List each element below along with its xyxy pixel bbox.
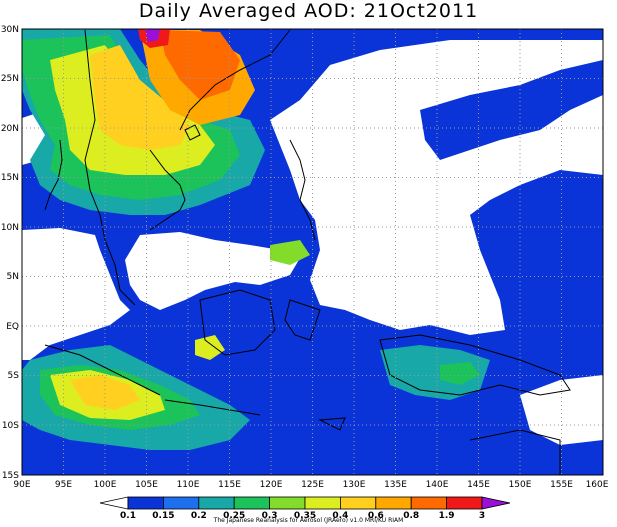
colorbar: 0.1 0.15 0.2 0.25 0.3 0.35 0.4 0.6 0.8 1.9 3: [99, 496, 511, 521]
aod-gold-north: [90, 45, 190, 150]
lon-label: 115E: [218, 480, 241, 490]
colorbar-label: 0.15: [152, 511, 174, 521]
colorbar-swatch: [339, 496, 377, 510]
colorbar-label: 0.1: [120, 511, 136, 521]
aod-yellow-borneo: [195, 335, 225, 360]
colorbar-label: 0.8: [403, 511, 419, 521]
aod-green-point-2: [270, 240, 310, 265]
lon-label: 125E: [301, 480, 324, 490]
lon-label: 110E: [177, 480, 200, 490]
colorbar-swatch: [162, 496, 200, 510]
colorbar-label: 3: [479, 511, 485, 521]
lat-labels: 30N 25N 20N 15N 10N 5N EQ 5S 10S 15S: [1, 25, 19, 481]
colorbar-swatch: [446, 496, 483, 510]
colorbar-swatch: [375, 496, 412, 510]
colorbar-label: 0.3: [262, 511, 278, 521]
colorbar-swatch: [127, 496, 164, 510]
lon-label: 100E: [94, 480, 117, 490]
lon-label: 135E: [384, 480, 407, 490]
colorbar-swatch: [410, 496, 448, 510]
lat-label: 25N: [1, 74, 19, 84]
colorbar-swatch: [233, 496, 270, 510]
aod-clean-region-south-china-sea: [125, 232, 300, 310]
aod-green-point-1: [440, 362, 480, 385]
aod-pacific-band: [420, 60, 603, 160]
colorbar-label: 0.6: [368, 511, 384, 521]
lat-label: 20N: [1, 124, 19, 134]
lon-label: 120E: [260, 480, 283, 490]
colorbar-swatch: [304, 496, 341, 510]
colorbar-label: 0.35: [294, 511, 316, 521]
lat-label: 30N: [1, 25, 19, 35]
lon-label: 150E: [509, 480, 532, 490]
lon-label: 130E: [343, 480, 366, 490]
colorbar-label: 0.4: [332, 511, 348, 521]
colorbar-tip-high: [481, 496, 511, 510]
lat-label: 5S: [8, 371, 20, 381]
colorbar-label: 0.25: [223, 511, 245, 521]
aod-clean-region-indian-ocean: [22, 228, 130, 360]
lat-label: 10N: [1, 223, 19, 233]
coastlines: [44, 29, 571, 475]
map-title: Daily Averaged AOD: 21Oct2011: [138, 0, 479, 22]
lon-label: 155E: [550, 480, 573, 490]
credit-line: The Japanese Reanalysis for Aerosol (JRA…: [213, 517, 404, 524]
lat-label: EQ: [6, 322, 19, 332]
aod-field: [22, 29, 603, 475]
lon-labels: 90E 95E 100E 105E 110E 115E 120E 125E 13…: [13, 480, 608, 490]
lat-label: 10S: [2, 421, 19, 431]
aod-purple-peak: [145, 29, 160, 42]
map-frame: [21, 28, 604, 476]
colorbar-label: 0.2: [191, 511, 207, 521]
colorbar-tip-low: [99, 496, 129, 510]
colorbar-label: 1.9: [439, 511, 455, 521]
lon-label: 90E: [13, 480, 30, 490]
colorbar-swatch: [269, 496, 306, 510]
lat-label: 15N: [1, 173, 19, 183]
aod-gold-south: [70, 375, 140, 410]
lat-label: 15S: [2, 471, 19, 481]
lon-label: 95E: [55, 480, 72, 490]
colorbar-swatch: [198, 496, 235, 510]
lon-label: 160E: [586, 480, 609, 490]
lat-label: 5N: [7, 272, 19, 282]
lon-label: 105E: [135, 480, 158, 490]
graticule: [22, 29, 603, 475]
lon-label: 145E: [467, 480, 490, 490]
aod-teal-newguinea: [380, 345, 490, 400]
lon-label: 140E: [426, 480, 449, 490]
